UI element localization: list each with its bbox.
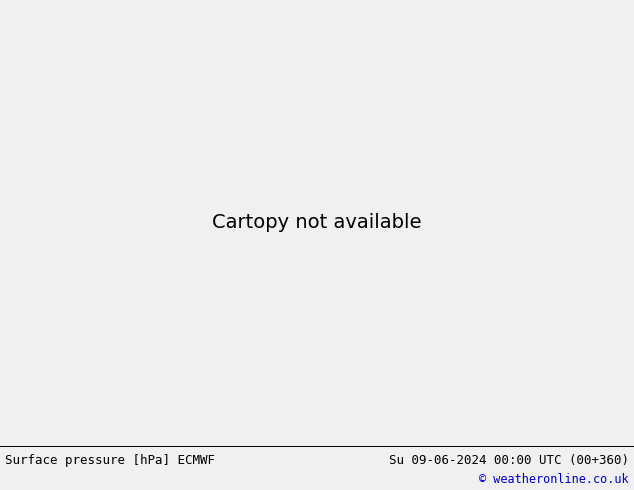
Text: Su 09-06-2024 00:00 UTC (00+360): Su 09-06-2024 00:00 UTC (00+360) <box>389 454 629 467</box>
Text: Cartopy not available: Cartopy not available <box>212 214 422 232</box>
Text: © weatheronline.co.uk: © weatheronline.co.uk <box>479 473 629 487</box>
Text: Surface pressure [hPa] ECMWF: Surface pressure [hPa] ECMWF <box>5 454 215 467</box>
